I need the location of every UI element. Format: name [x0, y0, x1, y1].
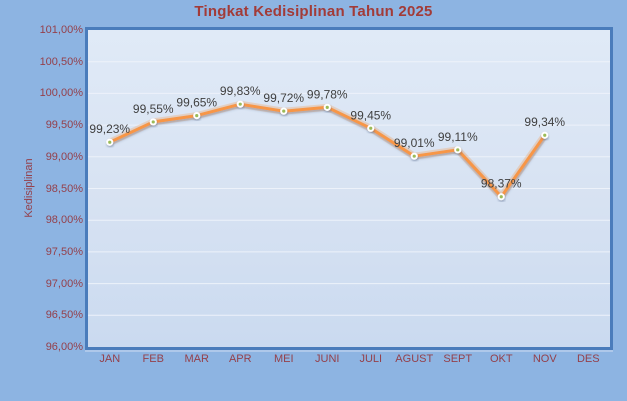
x-tick-label: APR: [228, 353, 252, 365]
discipline-line: [108, 102, 547, 199]
y-tick-label: 96,50%: [45, 309, 83, 322]
x-tick-label: JULI: [359, 353, 383, 365]
x-tick-label: SEPT: [443, 353, 473, 365]
data-point-marker: [323, 103, 331, 111]
data-label: 99,78%: [307, 87, 348, 101]
data-point-marker: [497, 193, 505, 201]
x-tick-label: MEI: [273, 353, 294, 365]
chart-title: Tingkat Kedisiplinan Tahun 2025: [194, 3, 433, 20]
y-axis-tick-labels: 101,00% 100,50% 100,00% 99,50% 99,00% 98,50% 9…: [0, 0, 83, 401]
x-tick-label: NOV: [532, 353, 557, 365]
x-tick-label: DES: [576, 353, 600, 365]
data-label: 99,11%: [438, 130, 478, 144]
data-label: 99,65%: [176, 96, 217, 110]
data-label: 99,45%: [350, 108, 391, 122]
data-label: 99,83%: [220, 84, 261, 98]
data-label: 98,37%: [481, 177, 522, 191]
y-tick-label: 100,00%: [39, 87, 83, 100]
x-tick-label: JAN: [99, 353, 121, 365]
y-tick-label: 97,00%: [45, 277, 83, 290]
y-tick-label: 100,50%: [39, 55, 83, 68]
y-tick-label: 99,50%: [45, 119, 83, 132]
y-tick-label: 98,50%: [45, 182, 83, 195]
x-tick-label: OKT: [489, 353, 513, 365]
x-tick-label: FEB: [142, 353, 164, 365]
data-label: 99,72%: [263, 91, 304, 105]
data-label: 99,55%: [133, 102, 174, 116]
plot-area: 99,23% 99,55% 99,65% 99,83% 99,72% 99,78% 99,4…: [85, 27, 613, 350]
data-point-marker: [541, 131, 549, 139]
y-tick-label: 98,00%: [45, 214, 83, 227]
data-label: 99,34%: [524, 115, 565, 129]
data-label: 99,01%: [394, 136, 435, 150]
data-point-marker: [193, 111, 201, 120]
data-label: 99,23%: [89, 122, 130, 136]
y-tick-label: 97,50%: [45, 245, 83, 258]
y-tick-label: 99,00%: [45, 150, 83, 163]
data-point-marker: [236, 100, 244, 108]
data-point-marker: [454, 146, 462, 154]
x-tick-label: MAR: [184, 353, 209, 365]
data-point-marker: [106, 138, 114, 146]
y-tick-label: 101,00%: [39, 24, 83, 36]
data-point-marker: [280, 107, 288, 115]
y-tick-label: 96,00%: [45, 341, 83, 353]
data-point-marker: [367, 124, 375, 132]
x-axis-tick-labels: JAN FEB MAR APR MEI JUNI JULI AGUST SEPT OKT NOV DE…: [88, 353, 610, 369]
x-tick-label: AGUST: [395, 353, 434, 365]
data-point-marker: [149, 118, 157, 126]
x-tick-label: JUNI: [315, 353, 340, 365]
data-point-marker: [410, 152, 418, 160]
line-chart-svg: 99,23%99,55% 99,65%99,83% 99,72% 99,78%99,4…: [88, 61, 610, 316]
